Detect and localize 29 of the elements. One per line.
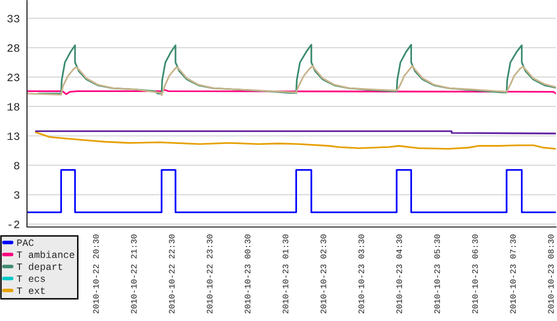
line-series: [27, 65, 556, 96]
legend-label: T depart: [16, 262, 62, 272]
x-tick-label: 2010-10-23 02:30: [320, 234, 326, 314]
legend-label: T ecs: [16, 275, 45, 282]
x-tick-label: 2010-10-22 23:30: [206, 234, 212, 314]
x-tick-label: 2010-10-22 20:30: [93, 234, 99, 314]
x-tick-label: 2010-10-22 21:30: [131, 234, 137, 314]
x-tick-label: 2010-10-23 05:30: [434, 234, 440, 314]
y-tick-label: 18: [8, 103, 20, 111]
y-tick-label: 13: [8, 132, 20, 140]
x-tick-label: 2010-10-23 01:30: [282, 234, 288, 314]
legend-label: T ext: [16, 287, 45, 294]
x-tick-label: 2010-10-23 08:30: [548, 234, 554, 314]
x-tick-label: 2010-10-23 07:30: [510, 234, 516, 314]
y-tick-label: 8: [14, 162, 20, 170]
y-tick-label: 3: [14, 191, 20, 199]
x-tick-label: 2010-10-23 06:30: [472, 234, 478, 314]
y-tick-label: 33: [7, 14, 20, 22]
line-series: [35, 132, 556, 150]
x-tick-label: 2010-10-23 00:30: [244, 234, 250, 314]
x-tick-label: 2010-10-23 03:30: [358, 234, 364, 314]
x-tick-label: 2010-10-22 22:30: [168, 234, 175, 314]
y-tick-label: 23: [8, 74, 20, 82]
x-tick-label: 2010-10-23 04:30: [396, 234, 402, 314]
line-series: [38, 44, 556, 94]
y-tick-label: 28: [8, 44, 20, 52]
legend-label: T ambiance: [16, 250, 74, 258]
legend-label: PAC: [17, 239, 34, 246]
y-tick-label: -2: [8, 220, 20, 228]
